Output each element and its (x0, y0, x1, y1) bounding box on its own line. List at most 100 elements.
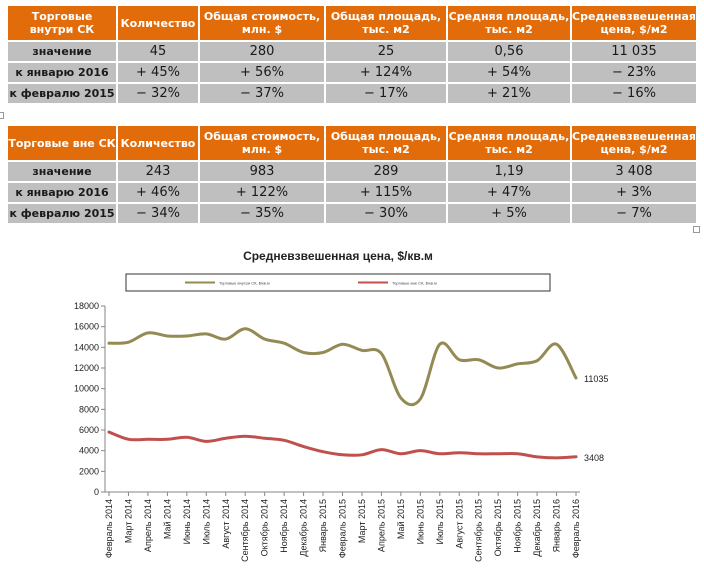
table-cell: − 23% (572, 63, 696, 82)
table-cell: + 21% (448, 84, 570, 103)
x-tick-label: Сентябрь 2014 (240, 499, 250, 562)
legend-items: Торговые внутри СК, $/кв.м Торговые вне С… (185, 281, 437, 286)
x-tick-label: Март 2014 (123, 499, 133, 543)
x-tick-label: Февраль 2016 (571, 499, 581, 558)
legend-label: Торговые внутри СК, $/кв.м (219, 281, 270, 286)
x-tick-label: Январь 2015 (318, 499, 328, 552)
table-cell: + 54% (448, 63, 570, 82)
y-axis: 0 2000 4000 6000 8000 10000 12000 14000 16000 180… (74, 301, 106, 497)
x-tick-label: Февраль 2014 (104, 499, 114, 558)
x-tick-label: Апрель 2015 (376, 499, 386, 552)
table-cell: + 47% (448, 183, 570, 202)
table-cell: 280 (200, 42, 324, 61)
x-tick-label: Май 2014 (162, 499, 172, 539)
table-cell: + 46% (118, 183, 198, 202)
series-line-2 (107, 430, 578, 460)
table-cell: + 3% (572, 183, 696, 202)
x-tick-label: Июнь 2014 (182, 499, 192, 544)
table-cell: 25 (326, 42, 446, 61)
table-cell: + 45% (118, 63, 198, 82)
y-tick-label: 10000 (74, 384, 99, 394)
row-label: к январю 2016 (8, 63, 116, 82)
header-total-area: Общая площадь, тыс. м2 (326, 6, 446, 40)
y-tick-label: 8000 (79, 404, 99, 414)
table-cell: − 7% (572, 204, 696, 223)
y-tick-label: 2000 (79, 466, 99, 476)
table-cell: − 37% (200, 84, 324, 103)
x-tick-label: Декабрь 2014 (299, 499, 309, 557)
table-cell: + 124% (326, 63, 446, 82)
row-label: значение (8, 162, 116, 181)
header-count: Количество (118, 126, 198, 160)
chart-legend (125, 273, 551, 292)
chart-title: Средневзвешенная цена, $/кв.м (243, 249, 433, 263)
y-tick-label: 4000 (79, 446, 99, 456)
table-header-row: Торговые внутри СК Количество Общая стои… (8, 6, 696, 40)
x-tick-label: Май 2015 (396, 499, 406, 539)
x-tick-label: Октябрь 2014 (260, 499, 270, 556)
x-tick-label: Апрель 2014 (143, 499, 153, 552)
x-tick-label: Август 2015 (454, 499, 464, 549)
table-cell: 0,56 (448, 42, 570, 61)
x-tick-label: Июль 2015 (435, 499, 445, 544)
header-category: Торговые вне СК (8, 126, 116, 160)
y-tick-label: 12000 (74, 363, 99, 373)
header-total-cost: Общая стоимость, млн. $ (200, 126, 324, 160)
table-cell: − 35% (200, 204, 324, 223)
table-row: к январю 2016 + 45% + 56% + 124% + 54% −… (8, 63, 696, 82)
table-cell: 11 035 (572, 42, 696, 61)
stats-table-outside: Торговые вне СК Количество Общая стоимос… (6, 124, 698, 225)
row-label: к февралю 2015 (8, 84, 116, 103)
x-tick-label: Июль 2014 (201, 499, 211, 544)
header-weighted-price: Средневзвешенная цена, $/м2 (572, 6, 696, 40)
weighted-price-chart: Средневзвешенная цена, $/кв.м Торговые в… (74, 249, 608, 562)
x-tick-label: Сентябрь 2015 (474, 499, 484, 562)
resize-handle[interactable] (693, 226, 700, 233)
x-tick-label: Март 2015 (357, 499, 367, 543)
x-tick-label: Август 2014 (221, 499, 231, 549)
table-cell: + 5% (448, 204, 570, 223)
y-tick-label: 18000 (74, 301, 99, 311)
series-end-label: 11035 (584, 374, 608, 384)
plot-area: 11035 3408 (107, 327, 608, 463)
x-tick-label: Октябрь 2015 (493, 499, 503, 556)
header-avg-area: Средняя площадь, тыс. м2 (448, 6, 570, 40)
x-tick-label: Июнь 2015 (415, 499, 425, 544)
header-category: Торговые внутри СК (8, 6, 116, 40)
x-tick-label: Ноябрь 2014 (279, 499, 289, 553)
table-header-row: Торговые вне СК Количество Общая стоимос… (8, 126, 696, 160)
y-tick-label: 6000 (79, 425, 99, 435)
series-line-1 (107, 327, 578, 407)
header-weighted-price: Средневзвешенная цена, $/м2 (572, 126, 696, 160)
table-cell: 983 (200, 162, 324, 181)
table-cell: + 56% (200, 63, 324, 82)
header-total-area: Общая площадь, тыс. м2 (326, 126, 446, 160)
table-cell: 1,19 (448, 162, 570, 181)
x-tick-label: Ноябрь 2015 (513, 499, 523, 553)
table-cell: + 122% (200, 183, 324, 202)
row-label: к январю 2016 (8, 183, 116, 202)
x-tick-label: Январь 2016 (552, 499, 562, 552)
table-cell: − 16% (572, 84, 696, 103)
y-tick-label: 0 (94, 487, 99, 497)
table-cell: 45 (118, 42, 198, 61)
table-cell: − 17% (326, 84, 446, 103)
row-label: значение (8, 42, 116, 61)
legend-label: Торговые вне СК, $/кв.м (392, 281, 437, 286)
table-cell: + 115% (326, 183, 446, 202)
row-label: к февралю 2015 (8, 204, 116, 223)
header-avg-area: Средняя площадь, тыс. м2 (448, 126, 570, 160)
table-cell: 3 408 (572, 162, 696, 181)
table-cell: 243 (118, 162, 198, 181)
table-row: значение 243 983 289 1,19 3 408 (8, 162, 696, 181)
x-tick-label: Февраль 2015 (338, 499, 348, 558)
y-tick-label: 16000 (74, 322, 99, 332)
y-tick-label: 14000 (74, 342, 99, 352)
resize-handle[interactable] (0, 112, 4, 119)
table-row: значение 45 280 25 0,56 11 035 (8, 42, 696, 61)
table-row: к февралю 2015 − 32% − 37% − 17% + 21% −… (8, 84, 696, 103)
table-row: к январю 2016 + 46% + 122% + 115% + 47% … (8, 183, 696, 202)
x-tick-label: Декабрь 2015 (532, 499, 542, 557)
x-axis: Февраль 2014 Март 2014 Апрель 2014 Май 2014… (104, 491, 581, 562)
table-row: к февралю 2015 − 34% − 35% − 30% + 5% − … (8, 204, 696, 223)
